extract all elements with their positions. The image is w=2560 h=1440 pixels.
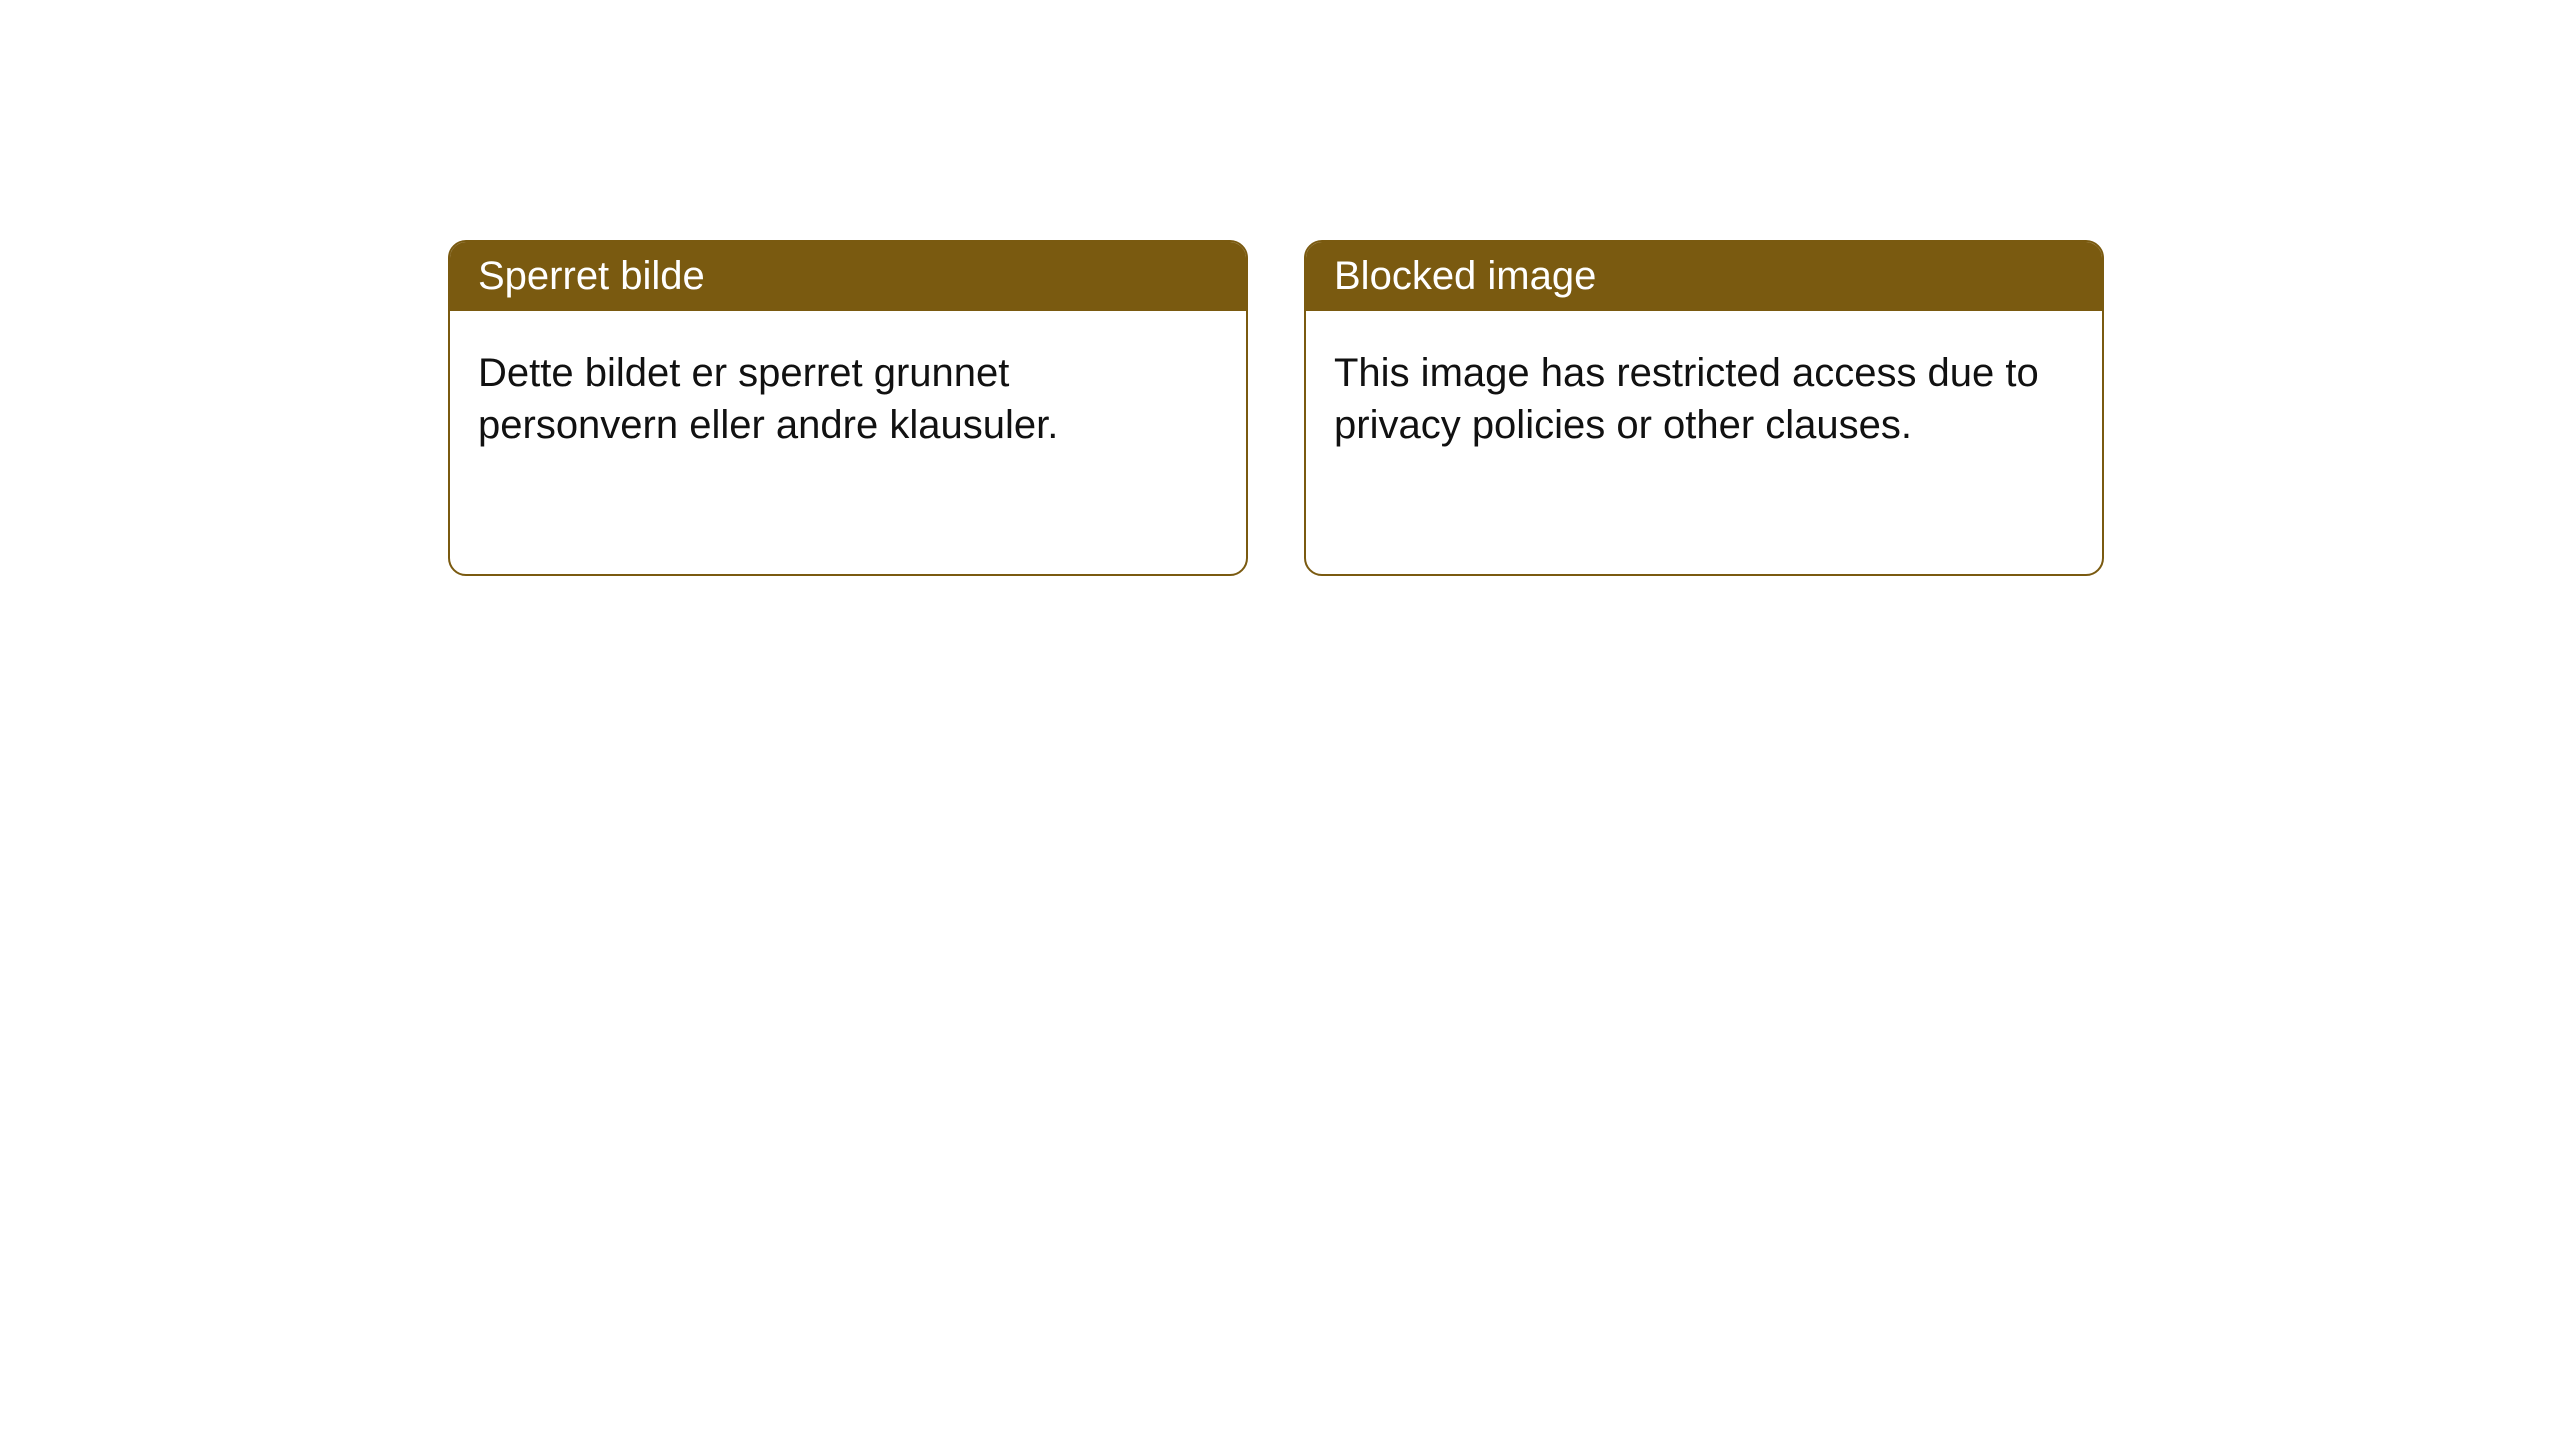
notice-body-text: This image has restricted access due to …: [1334, 351, 2039, 447]
notice-header: Sperret bilde: [450, 242, 1246, 311]
notice-box-english: Blocked image This image has restricted …: [1304, 240, 2104, 576]
notice-header: Blocked image: [1306, 242, 2102, 311]
notice-body: Dette bildet er sperret grunnet personve…: [450, 311, 1246, 487]
notice-box-norwegian: Sperret bilde Dette bildet er sperret gr…: [448, 240, 1248, 576]
notice-title: Sperret bilde: [478, 254, 705, 298]
notice-title: Blocked image: [1334, 254, 1596, 298]
notice-body-text: Dette bildet er sperret grunnet personve…: [478, 351, 1058, 447]
notice-container: Sperret bilde Dette bildet er sperret gr…: [0, 0, 2560, 576]
notice-body: This image has restricted access due to …: [1306, 311, 2102, 487]
